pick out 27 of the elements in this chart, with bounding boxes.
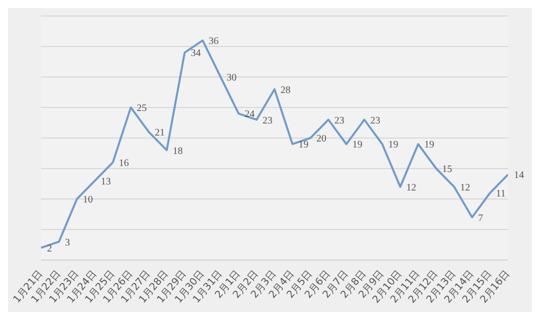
data-label: 36 <box>208 36 219 47</box>
data-label: 21 <box>154 127 165 138</box>
data-label: 34 <box>190 48 201 60</box>
data-label: 25 <box>136 103 147 114</box>
data-label: 2 <box>47 243 52 254</box>
data-label: 20 <box>316 134 326 145</box>
data-label: 3 <box>64 237 70 248</box>
data-label: 10 <box>82 194 93 206</box>
data-label: 11 <box>496 188 506 200</box>
data-label: 23 <box>262 115 273 126</box>
data-label: 24 <box>244 109 255 120</box>
data-label: 23 <box>334 115 344 126</box>
data-label: 15 <box>442 164 452 176</box>
data-label: 12 <box>460 182 470 194</box>
data-label: 19 <box>352 140 362 151</box>
data-label: 19 <box>298 140 308 151</box>
data-label: 30 <box>226 72 237 84</box>
data-label: 7 <box>478 212 484 224</box>
data-label: 12 <box>406 182 416 194</box>
data-label: 19 <box>388 140 398 151</box>
data-label: 23 <box>370 115 380 126</box>
data-label: 14 <box>514 170 524 182</box>
data-label: 28 <box>280 84 290 96</box>
data-label: 18 <box>172 146 183 157</box>
data-label: 19 <box>424 140 434 151</box>
data-label: 16 <box>118 158 129 169</box>
data-label: 13 <box>100 176 111 188</box>
